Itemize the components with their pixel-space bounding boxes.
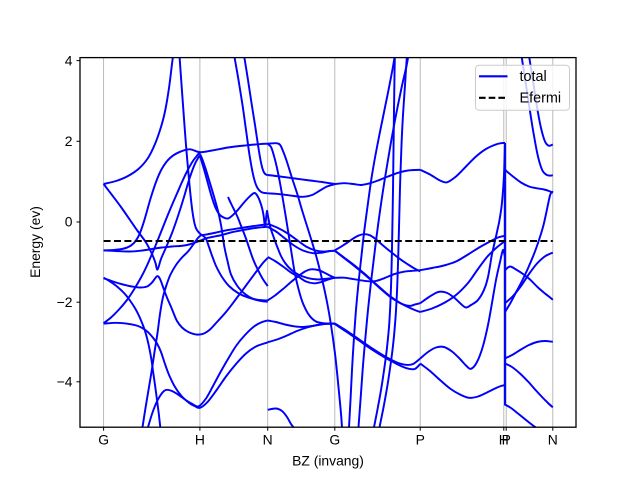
svg-text:P: P <box>502 432 511 448</box>
svg-text:Energy (ev): Energy (ev) <box>27 206 43 278</box>
svg-text:G: G <box>329 432 340 448</box>
svg-text:N: N <box>263 432 273 448</box>
svg-text:G: G <box>98 432 109 448</box>
svg-text:BZ (invang): BZ (invang) <box>292 453 364 469</box>
svg-text:−2: −2 <box>57 294 73 310</box>
svg-text:2: 2 <box>65 133 73 149</box>
svg-text:H: H <box>499 432 509 448</box>
svg-text:Efermi: Efermi <box>520 91 562 107</box>
svg-text:P: P <box>416 432 425 448</box>
svg-text:0: 0 <box>65 214 73 230</box>
svg-text:total: total <box>520 69 547 85</box>
svg-text:4: 4 <box>65 52 73 68</box>
svg-text:−4: −4 <box>57 374 73 390</box>
svg-text:H: H <box>195 432 205 448</box>
svg-text:N: N <box>548 432 558 448</box>
